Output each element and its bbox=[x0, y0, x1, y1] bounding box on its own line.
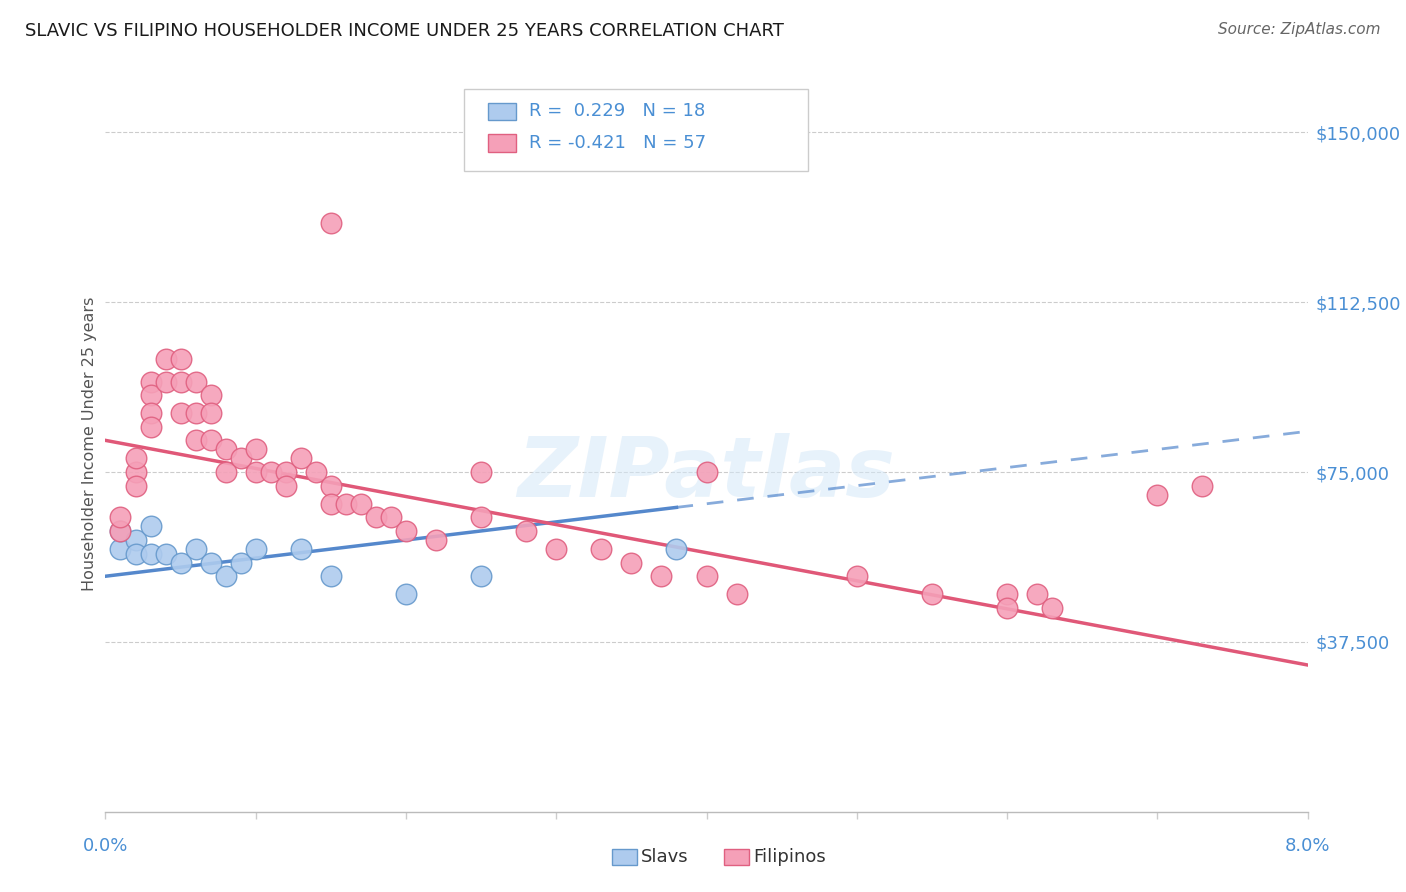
Point bbox=[335, 497, 357, 511]
Point bbox=[245, 465, 267, 479]
Point bbox=[845, 569, 868, 583]
Point bbox=[229, 451, 252, 466]
Point bbox=[124, 451, 146, 466]
Text: R = -0.421   N = 57: R = -0.421 N = 57 bbox=[529, 134, 706, 152]
Point bbox=[1040, 601, 1063, 615]
Point bbox=[139, 519, 162, 533]
Point bbox=[696, 465, 718, 479]
Point bbox=[650, 569, 672, 583]
Point bbox=[425, 533, 447, 547]
Point bbox=[696, 569, 718, 583]
Point bbox=[620, 556, 643, 570]
Point bbox=[725, 587, 748, 601]
Point bbox=[995, 601, 1018, 615]
Point bbox=[319, 569, 342, 583]
Point bbox=[169, 351, 191, 366]
Point bbox=[319, 497, 342, 511]
Point bbox=[110, 524, 132, 538]
Point bbox=[229, 556, 252, 570]
Point bbox=[155, 351, 177, 366]
Point bbox=[124, 465, 146, 479]
Point bbox=[921, 587, 943, 601]
Point bbox=[395, 524, 418, 538]
Point bbox=[305, 465, 328, 479]
Point bbox=[290, 542, 312, 557]
Point bbox=[110, 542, 132, 557]
Text: Source: ZipAtlas.com: Source: ZipAtlas.com bbox=[1218, 22, 1381, 37]
Point bbox=[470, 510, 492, 524]
Text: Slavs: Slavs bbox=[641, 848, 689, 866]
Point bbox=[274, 478, 297, 492]
Point bbox=[1026, 587, 1049, 601]
Point bbox=[139, 547, 162, 561]
Point bbox=[1146, 488, 1168, 502]
Point bbox=[364, 510, 387, 524]
Point bbox=[155, 375, 177, 389]
Point bbox=[1191, 478, 1213, 492]
Point bbox=[169, 406, 191, 420]
Point bbox=[139, 375, 162, 389]
Point bbox=[139, 406, 162, 420]
Point bbox=[200, 406, 222, 420]
Point bbox=[245, 542, 267, 557]
Point bbox=[546, 542, 568, 557]
Point bbox=[995, 587, 1018, 601]
Point bbox=[155, 547, 177, 561]
Point bbox=[319, 216, 342, 230]
Point bbox=[665, 542, 688, 557]
Point bbox=[395, 587, 418, 601]
Point bbox=[124, 478, 146, 492]
Point bbox=[380, 510, 402, 524]
Point bbox=[515, 524, 537, 538]
Point bbox=[260, 465, 283, 479]
Point bbox=[184, 406, 207, 420]
Point bbox=[139, 419, 162, 434]
Point bbox=[184, 375, 207, 389]
Text: SLAVIC VS FILIPINO HOUSEHOLDER INCOME UNDER 25 YEARS CORRELATION CHART: SLAVIC VS FILIPINO HOUSEHOLDER INCOME UN… bbox=[25, 22, 785, 40]
Text: R =  0.229   N = 18: R = 0.229 N = 18 bbox=[529, 103, 704, 120]
Text: Filipinos: Filipinos bbox=[754, 848, 827, 866]
Point bbox=[169, 375, 191, 389]
Point bbox=[110, 524, 132, 538]
Point bbox=[139, 388, 162, 402]
Point bbox=[200, 434, 222, 448]
Point bbox=[214, 442, 236, 457]
Text: 0.0%: 0.0% bbox=[83, 837, 128, 855]
Point bbox=[184, 542, 207, 557]
Point bbox=[184, 434, 207, 448]
Point bbox=[470, 569, 492, 583]
Point bbox=[124, 533, 146, 547]
Text: ZIPatlas: ZIPatlas bbox=[517, 433, 896, 514]
Point bbox=[274, 465, 297, 479]
Point bbox=[200, 388, 222, 402]
Point bbox=[124, 547, 146, 561]
Point bbox=[350, 497, 373, 511]
Point bbox=[200, 556, 222, 570]
Point bbox=[245, 442, 267, 457]
Point bbox=[214, 569, 236, 583]
Point bbox=[110, 510, 132, 524]
Point bbox=[319, 478, 342, 492]
Y-axis label: Householder Income Under 25 years: Householder Income Under 25 years bbox=[82, 296, 97, 591]
Point bbox=[470, 465, 492, 479]
Text: 8.0%: 8.0% bbox=[1285, 837, 1330, 855]
Point bbox=[591, 542, 613, 557]
Point bbox=[214, 465, 236, 479]
Point bbox=[169, 556, 191, 570]
Point bbox=[290, 451, 312, 466]
